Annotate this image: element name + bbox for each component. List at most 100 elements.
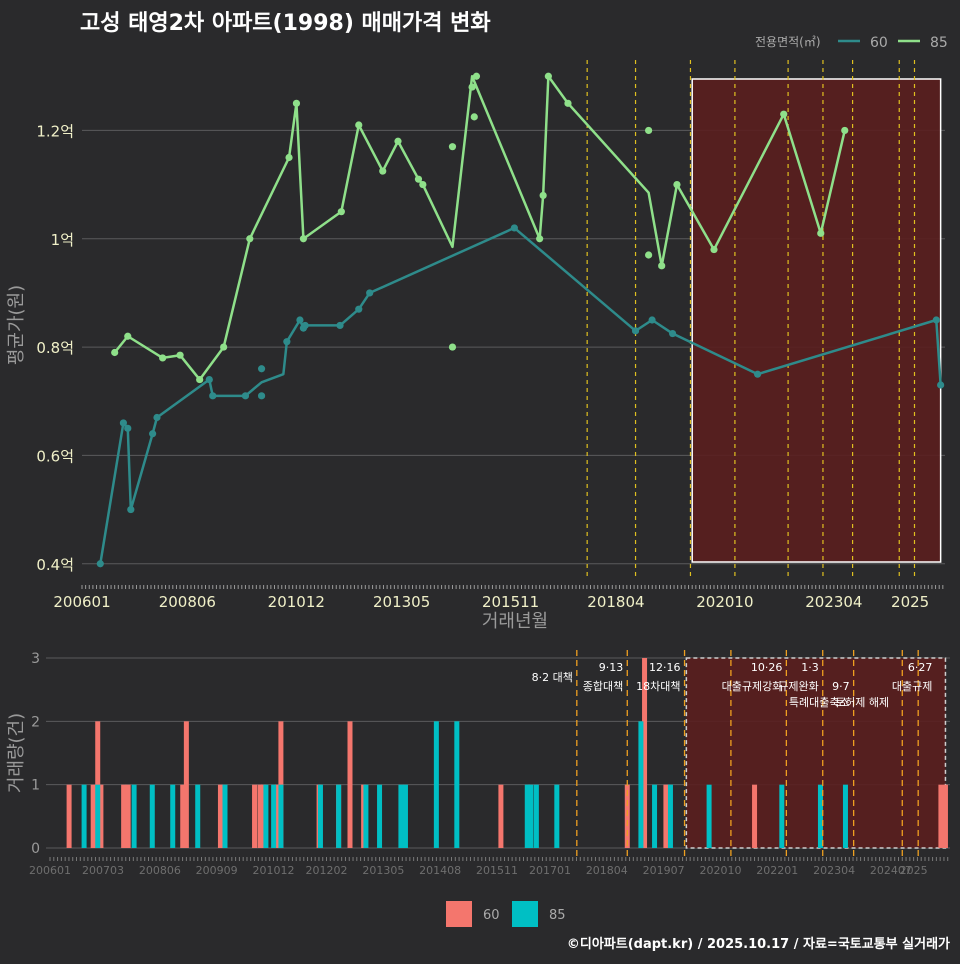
volume-bar-85 [170,784,176,848]
policy-annotation-date: 9·13 [599,661,624,674]
volume-y-axis-title: 거래량(건) [6,713,27,793]
volume-x-tick-label: 202201 [756,864,798,877]
volume-bar-60 [90,784,96,848]
data-point-60 [648,316,656,324]
volume-bar-85 [278,784,284,848]
x-tick-label: 201804 [587,593,644,611]
x-tick-label: 201305 [373,593,430,611]
y-tick-label: 0.4억 [36,556,74,574]
policy-annotation-date: 1·3 [801,661,819,674]
policy-annotation-label: 대출규제 [892,680,932,693]
bar-legend-swatch-60 [446,901,472,927]
data-point-85 [220,343,228,351]
data-point-85 [111,348,119,357]
policy-annotation-label: 18차대책 [636,680,680,693]
highlight-period [691,78,942,563]
data-point-60 [366,289,374,297]
volume-y-tick-label: 3 [31,651,40,667]
volume-bar-85 [454,721,460,848]
x-tick-label: 202010 [696,593,753,611]
legend-label-85: 85 [930,35,948,51]
y-tick-label: 0.6억 [36,447,74,465]
policy-annotation-label: 규제완화 [778,680,818,693]
volume-x-tick-label: 202407 [870,864,912,877]
volume-bar-60 [498,784,504,848]
policy-annotation-label: 8·2 대책 [532,671,573,684]
volume-x-tick-label: 201511 [476,864,518,877]
footer-credit: ©디아파트(dapt.kr) / 2025.10.17 / 자료=국토교통부 실… [567,936,950,952]
volume-bar-85 [263,784,269,848]
data-point-60 [301,321,309,330]
legend-title: 전용면적(㎡) [755,35,821,49]
volume-bar-85 [317,784,323,848]
data-point-60 [753,370,762,378]
price-chart-panel: 0.4억 0.6억 0.8억 1억 1.2억 200601 200806 201012 2013… [36,60,945,611]
data-point-85 [780,110,788,118]
policy-annotation-label: 9·7 [832,680,850,693]
volume-x-tick-label: 201701 [529,864,571,877]
volume-y-tick-label: 2 [31,714,40,730]
data-point-85 [292,99,301,107]
policy-annotation-label: 대출규제강화 [722,680,783,693]
data-point-60 [127,505,135,514]
data-point-60 [149,430,157,438]
data-point-60 [257,392,266,400]
data-point-85 [673,180,681,189]
bar-legend-label-85: 85 [549,908,566,923]
policy-annotation-date: 10·26 [751,661,783,674]
data-point-60 [124,424,132,432]
volume-bar-60 [217,784,223,848]
data-point-85 [124,332,132,340]
data-point-85 [355,121,363,129]
volume-bar-85 [95,784,101,848]
volume-x-tick-label: 200806 [139,864,181,877]
volume-bar-85 [652,784,658,848]
data-point-60 [932,316,940,324]
volume-bar-85 [271,784,277,848]
data-point-60 [209,392,217,400]
data-point-60 [153,413,161,422]
data-point-85 [817,229,825,237]
volume-bar-85 [402,784,408,848]
data-point-85 [645,126,653,135]
volume-bar-85 [842,784,848,848]
data-point-85 [536,235,544,243]
legend-label-60: 60 [870,35,888,51]
volume-bar-85 [524,784,530,848]
data-point-85 [468,83,476,91]
policy-annotation-date: 12·16 [649,661,681,674]
data-point-85 [645,251,653,259]
x-tick-label: 200806 [159,593,216,611]
policy-annotation-date: 6·27 [908,661,933,674]
volume-bar-85 [195,784,201,848]
data-point-60 [119,419,128,427]
x-tick-label: 200601 [53,593,110,611]
data-point-85 [544,72,552,80]
data-point-85 [246,235,254,243]
data-point-85 [419,180,427,189]
data-point-85 [658,262,666,270]
data-point-85 [299,235,308,243]
volume-bar-60 [257,784,263,848]
volume-bar-85 [779,784,785,848]
policy-annotation-label: 토허제 해제 [835,695,889,709]
volume-bar-85 [638,721,644,848]
volume-x-tick-label: 201907 [643,864,685,877]
volume-bar-60 [938,784,944,848]
data-point-60 [296,316,304,324]
y-tick-label: 0.8억 [36,339,74,357]
volume-bar-60 [278,721,284,848]
volume-x-tick-label: 202304 [813,864,855,877]
volume-bar-60 [121,784,127,848]
volume-x-tick-label: 201305 [362,864,404,877]
data-point-60 [510,224,518,232]
data-point-60 [257,365,266,373]
data-point-60 [283,338,291,346]
policy-annotation-label: 특례대출축소 [789,696,850,709]
volume-bar-60 [95,721,101,848]
volume-bar-85 [667,784,673,848]
volume-bar-85 [336,784,342,848]
volume-y-tick-label: 1 [31,778,40,794]
data-point-60 [631,327,640,335]
volume-bar-60 [252,784,258,848]
